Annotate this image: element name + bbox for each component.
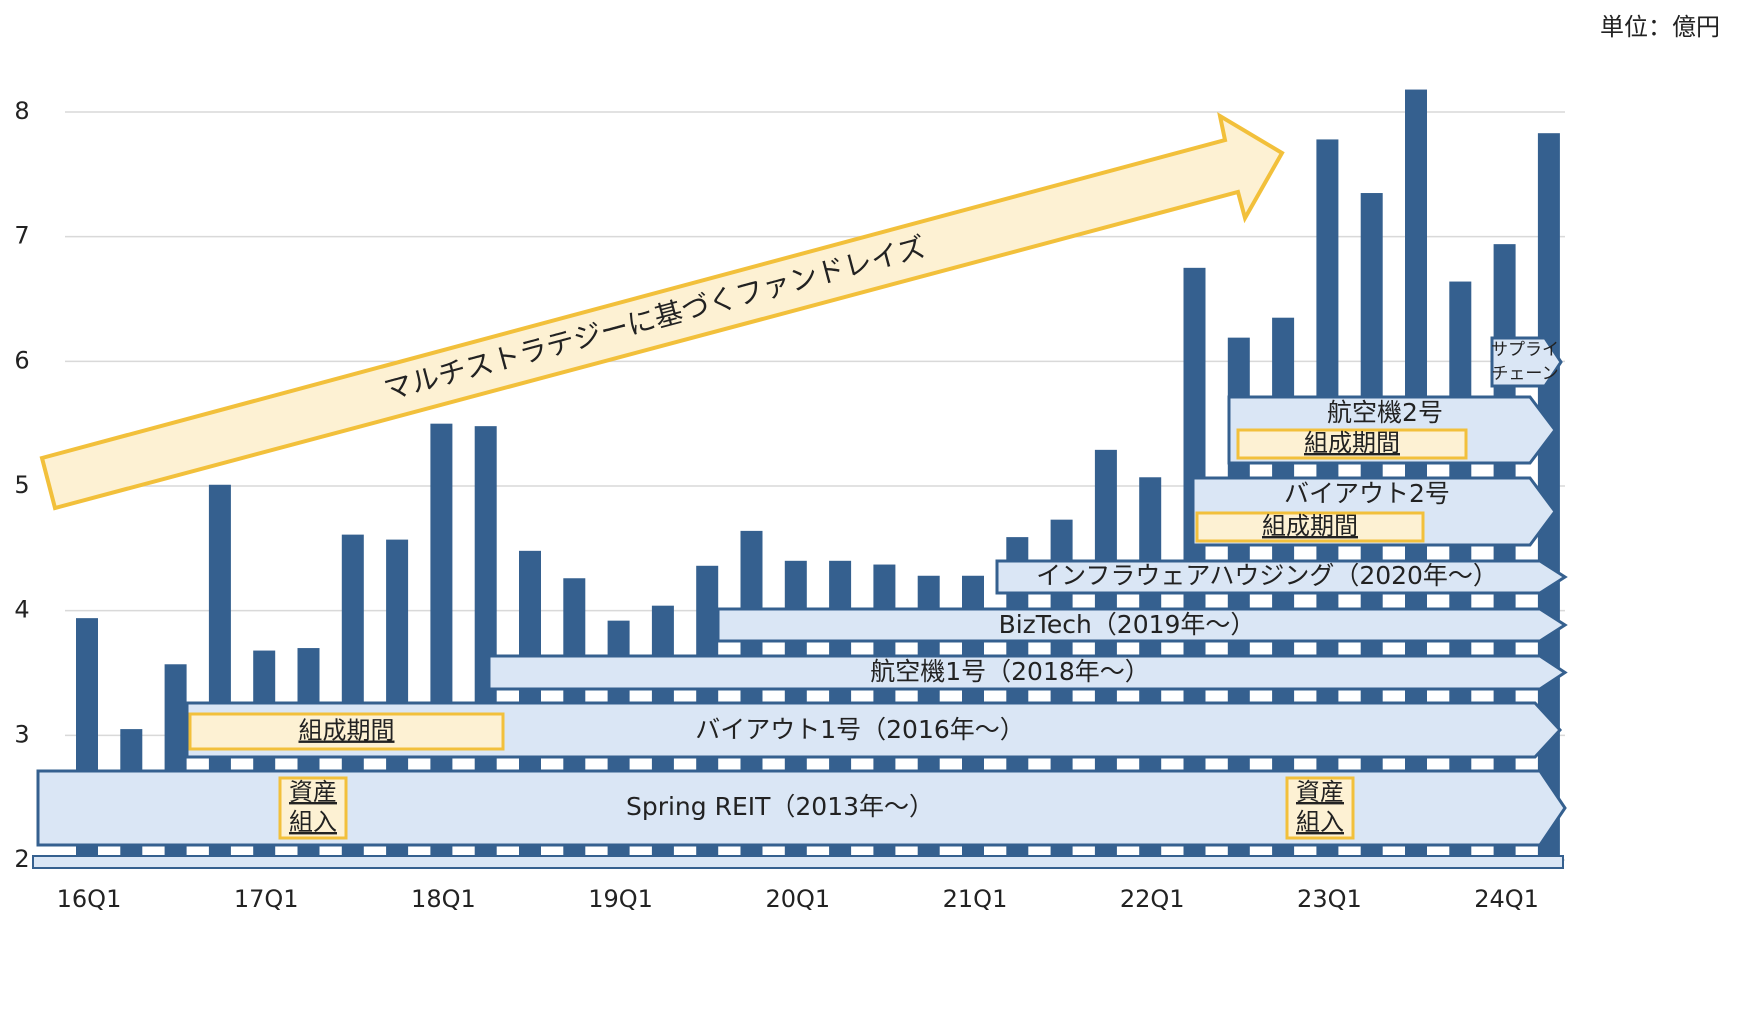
x-tick-label: 18Q1 [411,885,476,913]
x-tick-label: 24Q1 [1474,885,1539,913]
band-label: チェーン [1491,364,1558,384]
fund-band [36,769,1567,847]
y-tick-label: 7 [14,222,29,250]
x-tick-label: 16Q1 [57,885,122,913]
note-label: 資産 [289,778,337,806]
y-tick-label: 4 [14,596,29,624]
y-tick-label: 2 [14,845,29,873]
y-tick-label: 8 [14,97,29,125]
note-label: 組成期間 [299,717,395,745]
x-tick-label: 22Q1 [1120,885,1185,913]
band-label: 航空機2号 [1327,398,1443,427]
band-label: BizTech（2019年～） [999,610,1256,639]
fund-band [716,607,1568,643]
y-tick-label: 5 [14,471,29,499]
note-label: 組入 [289,808,337,836]
note-box [1195,511,1425,543]
y-tick-label: 3 [14,720,29,748]
note-box [1236,428,1468,460]
arrow-label: マルチストラテジーに基づくファンドレイズ [380,230,929,407]
y-tick-label: 6 [14,346,29,374]
x-tick-label: 21Q1 [943,885,1008,913]
band-label: バイアウト2号 [1284,479,1450,508]
fund-band [995,559,1568,595]
note-label: 資産 [1296,778,1344,806]
x-tick-label: 20Q1 [765,885,830,913]
band-label: サプライ [1491,340,1559,360]
band-label: インフラウェアハウジング（2020年～） [1036,561,1498,590]
x-tick-label: 23Q1 [1297,885,1362,913]
band-label: Spring REIT（2013年～） [626,792,934,821]
fund-band [1490,336,1563,388]
note-box [1285,776,1355,840]
note-label: 組成期間 [1262,512,1358,540]
axis-strip [32,855,1564,869]
x-tick-label: 17Q1 [234,885,299,913]
trend-arrow [39,111,1285,511]
note-box [188,712,505,751]
band-label: バイアウト1号（2016年～） [695,715,1025,744]
band-label: 航空機1号（2018年～） [870,657,1150,686]
note-label: 組入 [1296,808,1344,836]
bar [208,484,231,860]
note-box [278,776,348,840]
fund-band [185,701,1563,759]
fund-band [487,654,1568,691]
note-label: 組成期間 [1304,429,1400,457]
unit-label: 単位：億円 [1600,13,1720,41]
x-tick-label: 19Q1 [588,885,653,913]
